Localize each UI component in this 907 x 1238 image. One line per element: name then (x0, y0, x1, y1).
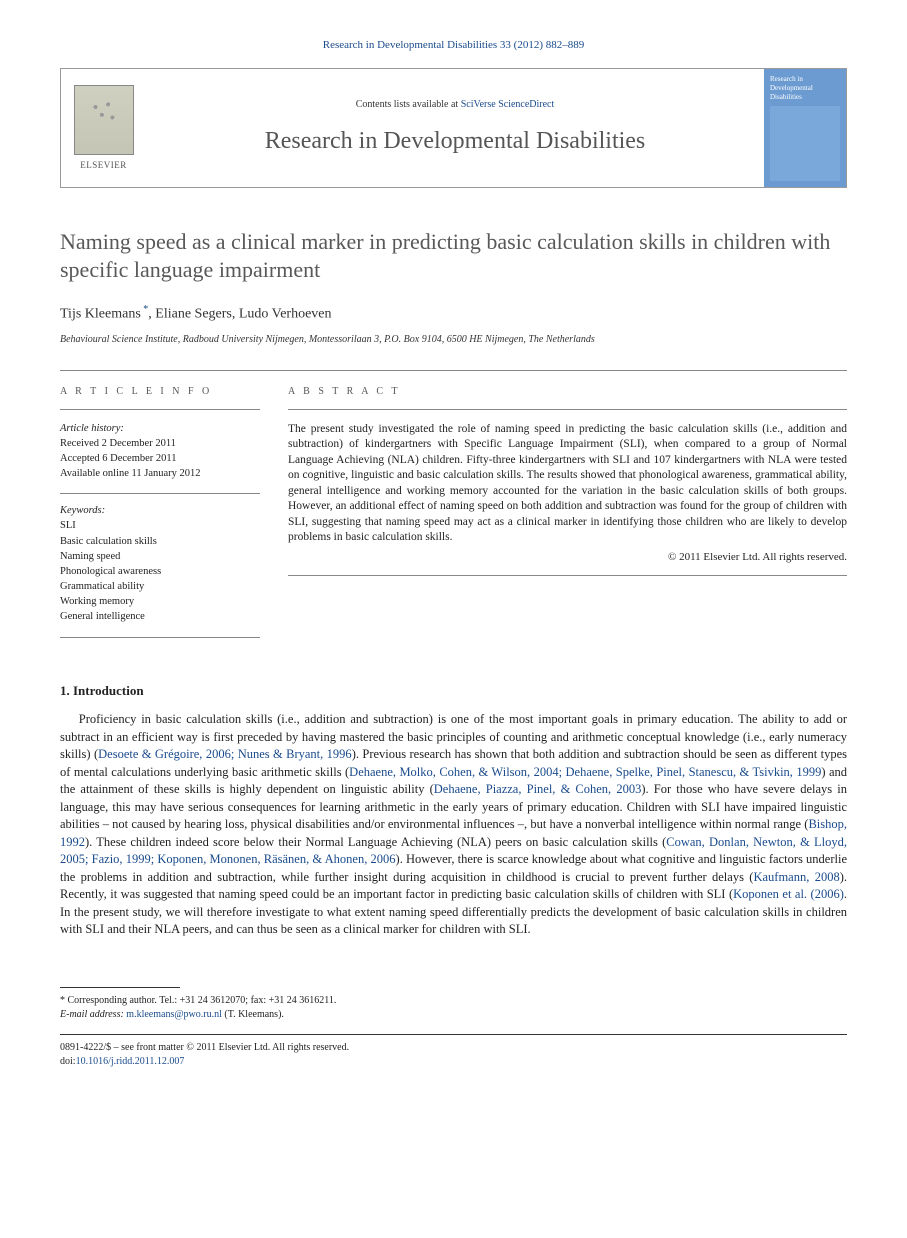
article-info-heading: A R T I C L E I N F O (60, 385, 260, 410)
contents-available: Contents lists available at SciVerse Sci… (356, 98, 555, 112)
journal-header: ELSEVIER Contents lists available at Sci… (60, 68, 847, 188)
email-line: E-mail address: m.kleemans@pwo.ru.nl (T.… (60, 1008, 847, 1022)
elsevier-tree-icon (74, 85, 134, 155)
journal-cover-thumbnail: Research in Developmental Disabilities (764, 69, 846, 187)
elsevier-logo: ELSEVIER (61, 69, 146, 187)
header-center: Contents lists available at SciVerse Sci… (146, 69, 764, 187)
issn-line: 0891-4222/$ – see front matter © 2011 El… (60, 1041, 847, 1055)
journal-title: Research in Developmental Disabilities (265, 125, 646, 157)
keyword: Naming speed (60, 550, 260, 564)
keyword: Grammatical ability (60, 580, 260, 594)
keyword: Working memory (60, 595, 260, 609)
abstract-bottom-rule (288, 575, 847, 576)
keywords-label: Keywords: (60, 504, 260, 518)
citation-link[interactable]: Cowan, Donlan, Newton, & Lloyd, 2005; Fa… (60, 835, 847, 867)
keywords-block: Keywords: SLI Basic calculation skills N… (60, 504, 260, 624)
keyword: Basic calculation skills (60, 535, 260, 549)
received-date: Received 2 December 2011 (60, 437, 260, 451)
doi-link[interactable]: 10.1016/j.ridd.2011.12.007 (76, 1056, 185, 1067)
intro-paragraph: Proficiency in basic calculation skills … (60, 711, 847, 939)
authors-text: Tijs Kleemans (60, 307, 141, 322)
corresponding-contact: * Corresponding author. Tel.: +31 24 361… (60, 994, 847, 1008)
citation-link[interactable]: Koponen et al. (2006) (733, 887, 844, 901)
email-suffix: (T. Kleemans). (222, 1009, 284, 1020)
publisher-name: ELSEVIER (80, 159, 127, 171)
info-divider-end (60, 637, 260, 638)
keyword: General intelligence (60, 610, 260, 624)
keyword: SLI (60, 519, 260, 533)
article-info-column: A R T I C L E I N F O Article history: R… (60, 371, 260, 648)
keyword: Phonological awareness (60, 565, 260, 579)
footnote-rule (60, 987, 180, 988)
article-history-block: Article history: Received 2 December 201… (60, 422, 260, 482)
accepted-date: Accepted 6 December 2011 (60, 452, 260, 466)
section-1-heading: 1. Introduction (60, 682, 847, 700)
section-1-body: Proficiency in basic calculation skills … (60, 711, 847, 939)
online-date: Available online 11 January 2012 (60, 467, 260, 481)
citation-link[interactable]: Dehaene, Molko, Cohen, & Wilson, 2004; D… (349, 765, 821, 779)
citation-link[interactable]: Desoete & Grégoire, 2006; Nunes & Bryant… (98, 747, 352, 761)
article-title: Naming speed as a clinical marker in pre… (60, 228, 847, 285)
bottom-rule (60, 1034, 847, 1035)
sciverse-link[interactable]: SciVerse ScienceDirect (461, 99, 555, 110)
bottom-metadata: 0891-4222/$ – see front matter © 2011 El… (60, 1041, 847, 1069)
affiliation: Behavioural Science Institute, Radboud U… (60, 333, 847, 347)
abstract-copyright: © 2011 Elsevier Ltd. All rights reserved… (288, 550, 847, 565)
authors-line: Tijs Kleemans *, Eliane Segers, Ludo Ver… (60, 303, 847, 325)
citation-link[interactable]: Kaufmann, 2008 (753, 870, 839, 884)
abstract-text: The present study investigated the role … (288, 422, 847, 546)
email-label: E-mail address: (60, 1009, 126, 1020)
cover-title-text: Research in Developmental Disabilities (770, 75, 840, 102)
abstract-heading: A B S T R A C T (288, 385, 847, 410)
abstract-column: A B S T R A C T The present study invest… (288, 371, 847, 648)
info-abstract-row: A R T I C L E I N F O Article history: R… (60, 370, 847, 648)
contents-prefix: Contents lists available at (356, 99, 461, 110)
citation-link[interactable]: Dehaene, Piazza, Pinel, & Cohen, 2003 (434, 782, 642, 796)
history-label: Article history: (60, 422, 260, 436)
journal-reference: Research in Developmental Disabilities 3… (60, 38, 847, 53)
authors-rest: , Eliane Segers, Ludo Verhoeven (148, 307, 331, 322)
info-divider (60, 493, 260, 494)
cover-inner (770, 106, 840, 181)
doi-prefix: doi: (60, 1056, 76, 1067)
doi-line: doi:10.1016/j.ridd.2011.12.007 (60, 1055, 847, 1069)
email-link[interactable]: m.kleemans@pwo.ru.nl (126, 1009, 222, 1020)
corresponding-author-footnote: * Corresponding author. Tel.: +31 24 361… (60, 994, 847, 1022)
